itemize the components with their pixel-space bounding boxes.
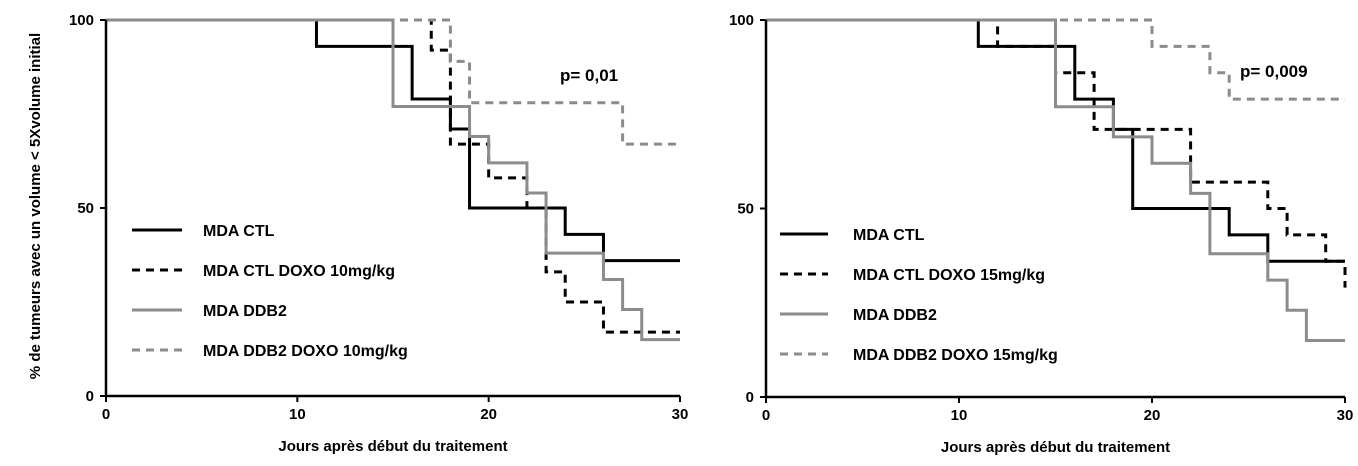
x-tick-label: 20 [480,406,497,423]
chart-panel-right: 0 50 100 0 10 20 30 Jours après début du traite… [729,12,1353,456]
y-axis-label: % de tumeurs avec un volume < 5Xvolume i… [27,33,44,379]
x-tick-label: 10 [951,407,968,424]
p-value-annotation: p= 0,009 [1240,62,1308,81]
x-axis-label: Jours après début du traitement [941,439,1170,456]
legend-label-1: MDA CTL [203,223,275,240]
y-tick-label: 50 [77,200,94,217]
y-tick-label: 50 [737,201,754,218]
y-tick-label: 100 [69,12,94,29]
legend-label-4: MDA DDB2 DOXO 15mg/kg [853,347,1058,364]
p-value-annotation: p= 0,01 [560,66,618,85]
y-tick-label: 0 [746,389,754,406]
y-tick-label: 100 [729,12,754,29]
series-line-1 [106,18,680,263]
x-tick-label: 20 [1144,407,1161,424]
legend-label-4: MDA DDB2 DOXO 10mg/kg [203,343,408,360]
series-line-4 [766,18,1345,101]
x-axis-label: Jours après début du traitement [278,438,507,455]
legend-label-2: MDA CTL DOXO 15mg/kg [853,267,1045,284]
x-tick-label: 30 [1337,407,1354,424]
chart-panel-left: 0 50 100 0 10 20 30 Jours après début du traite… [69,12,688,455]
legend-label-3: MDA DDB2 [853,307,937,324]
x-tick-label: 30 [672,406,689,423]
series-line-3 [766,18,1345,342]
legend-label-1: MDA CTL [853,227,925,244]
x-tick-label: 0 [762,407,770,424]
series-line-4 [106,18,680,146]
legend-label-2: MDA CTL DOXO 10mg/kg [203,263,395,280]
x-tick-label: 0 [102,406,110,423]
y-tick-label: 0 [86,388,94,405]
legend-label-3: MDA DDB2 [203,303,287,320]
series-line-3 [106,18,680,342]
x-tick-label: 10 [289,406,306,423]
series-line-2 [766,18,1347,288]
